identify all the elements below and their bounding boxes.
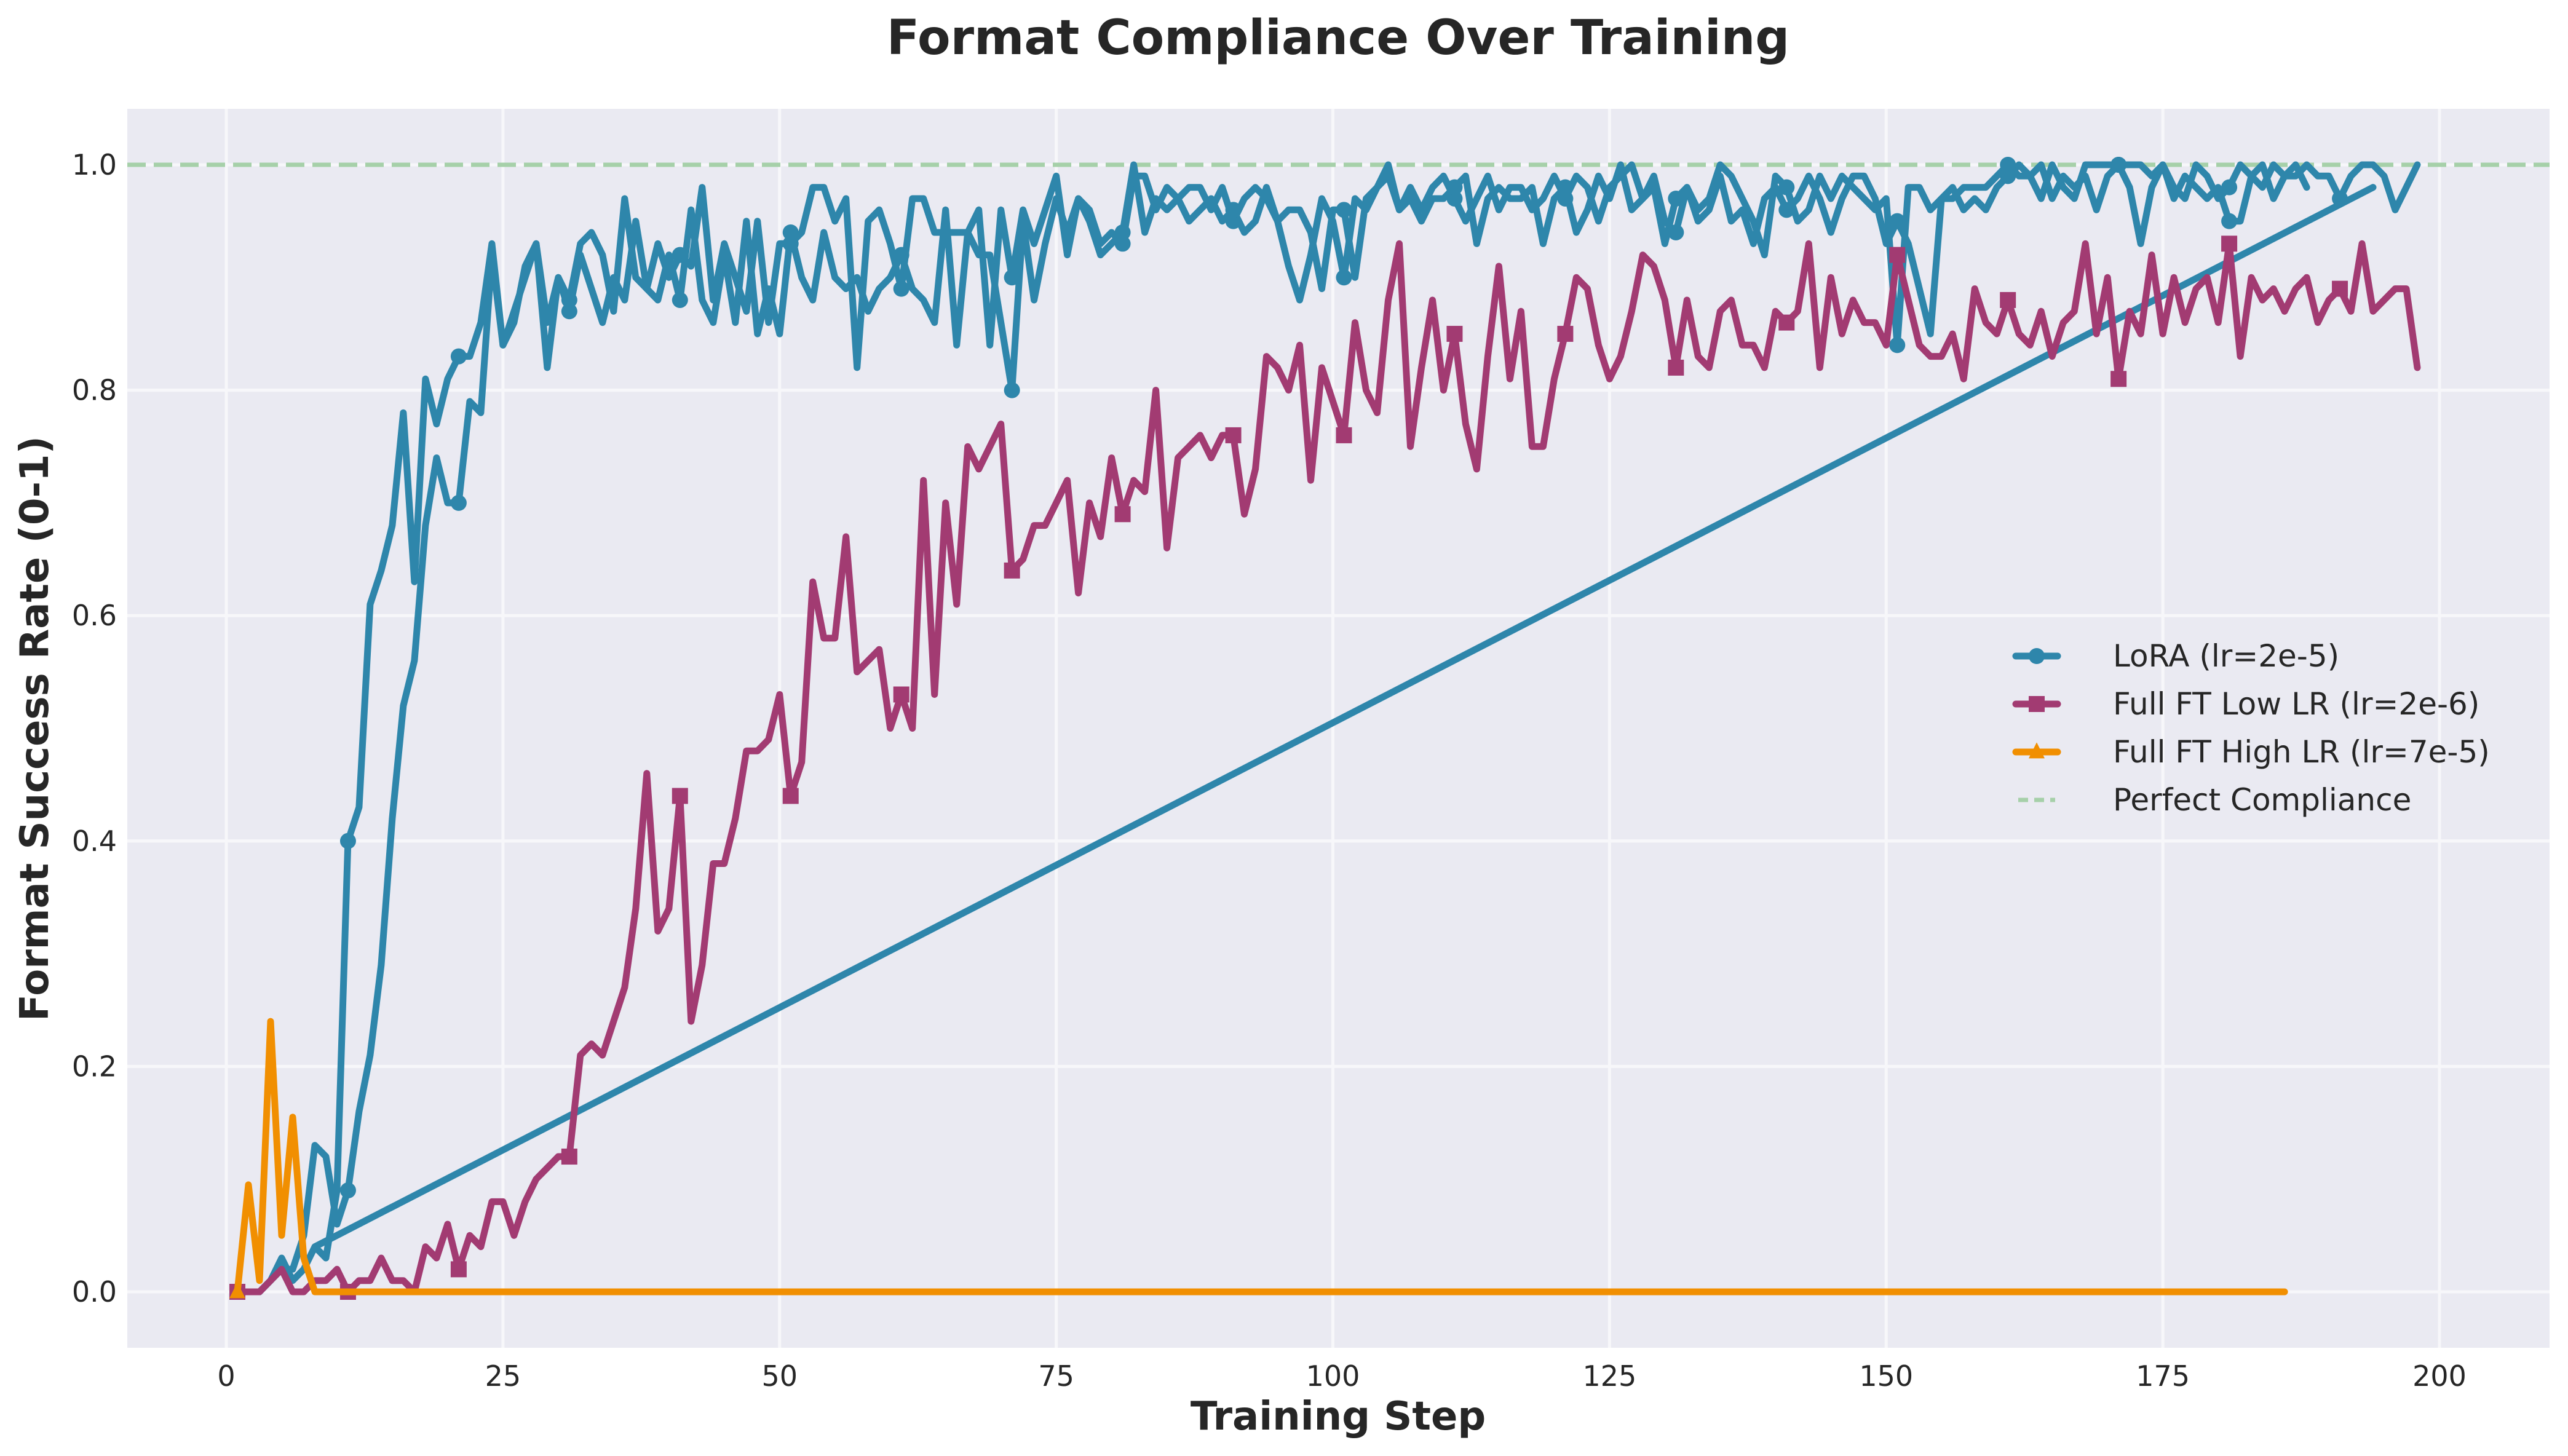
legend-label: LoRA (lr=2e-5) — [2113, 638, 2339, 674]
triangle-marker-icon — [229, 1282, 245, 1299]
circle-marker-icon — [1446, 179, 1463, 196]
x-tick-label: 75 — [1038, 1359, 1074, 1393]
legend-item: LoRA (lr=2e-5) — [2012, 638, 2339, 674]
x-tick-label: 25 — [485, 1359, 521, 1393]
circle-marker-icon — [782, 224, 799, 240]
circle-marker-icon — [1336, 202, 1352, 218]
circle-marker-icon — [1557, 179, 1574, 196]
x-tick-label: 150 — [1859, 1359, 1913, 1393]
square-marker-icon — [1778, 314, 1795, 331]
series-line — [234, 161, 2421, 1296]
circle-marker-icon — [2221, 179, 2238, 196]
square-marker-icon — [2332, 280, 2348, 297]
y-tick-label: 0.6 — [72, 599, 117, 632]
y-tick-label: 0.0 — [72, 1275, 117, 1308]
square-marker-icon — [2029, 696, 2045, 712]
series-line — [234, 240, 2421, 1296]
x-axis-label: Training Step — [1191, 1394, 1486, 1439]
circle-marker-icon — [1114, 224, 1131, 240]
square-marker-icon — [450, 1261, 467, 1278]
circle-marker-icon — [339, 833, 356, 849]
circle-marker-icon — [561, 303, 577, 320]
square-marker-icon — [1446, 325, 1463, 342]
circle-marker-icon — [2332, 0, 2348, 8]
x-tick-label: 100 — [1306, 1359, 1360, 1393]
y-tick-label: 1.0 — [72, 148, 117, 181]
triangle-marker-icon — [2029, 742, 2045, 759]
circle-marker-icon — [2110, 157, 2127, 173]
series-line — [311, 184, 2377, 1251]
square-marker-icon — [561, 1149, 577, 1165]
y-tick-label: 0.8 — [72, 374, 117, 407]
x-tick-label: 175 — [2136, 1359, 2190, 1393]
x-axis-ticks: 0 25 50 75 100 125 150 175 200 — [217, 1359, 2467, 1393]
legend-label: Full FT Low LR (lr=2e-6) — [2113, 686, 2479, 722]
square-marker-icon — [1114, 506, 1131, 523]
circle-marker-icon — [2000, 157, 2016, 173]
circle-marker-icon — [1889, 337, 1906, 354]
circle-marker-icon — [1225, 202, 1242, 218]
y-tick-label: 0.4 — [72, 825, 117, 858]
x-tick-label: 200 — [2412, 1359, 2467, 1393]
legend-item: Full FT High LR (lr=7e-5) — [2012, 734, 2490, 770]
square-marker-icon — [2110, 371, 2127, 387]
legend-label: Full FT High LR (lr=7e-5) — [2113, 734, 2490, 770]
y-axis-label: Format Success Rate (0-1) — [12, 436, 58, 1021]
circle-marker-icon — [1668, 224, 1684, 240]
legend-label: Perfect Compliance — [2113, 782, 2411, 818]
square-marker-icon — [1336, 427, 1352, 443]
series-1 — [229, 235, 2421, 1300]
circle-marker-icon — [339, 1182, 356, 1199]
square-marker-icon — [1004, 562, 1020, 579]
circle-marker-icon — [893, 247, 910, 263]
series-layer — [229, 0, 2421, 1300]
circle-marker-icon — [2029, 648, 2045, 664]
circle-marker-icon — [1889, 213, 1906, 229]
series-line — [234, 1018, 2288, 1296]
y-tick-label: 0.2 — [72, 1050, 117, 1083]
square-marker-icon — [1557, 325, 1574, 342]
circle-marker-icon — [1778, 179, 1795, 196]
square-marker-icon — [2221, 235, 2238, 252]
circle-marker-icon — [450, 348, 467, 365]
x-tick-label: 50 — [761, 1359, 798, 1393]
series-2 — [229, 1018, 2288, 1299]
legend-item: Full FT Low LR (lr=2e-6) — [2012, 686, 2479, 722]
x-tick-label: 125 — [1582, 1359, 1636, 1393]
series-0 — [229, 0, 2421, 1300]
square-marker-icon — [1668, 359, 1684, 376]
square-marker-icon — [893, 686, 910, 703]
y-axis-ticks: 0.0 0.2 0.4 0.6 0.8 1.0 — [72, 148, 117, 1308]
square-marker-icon — [672, 788, 688, 804]
square-marker-icon — [782, 788, 799, 804]
circle-marker-icon — [893, 280, 910, 297]
circle-marker-icon — [450, 494, 467, 511]
circle-marker-icon — [1004, 382, 1020, 398]
legend-item: Perfect Compliance — [2018, 782, 2411, 818]
legend: LoRA (lr=2e-5) Full FT Low LR (lr=2e-6) Fu… — [2012, 638, 2490, 818]
square-marker-icon — [2000, 291, 2016, 308]
circle-marker-icon — [672, 291, 688, 308]
circle-marker-icon — [2221, 213, 2238, 229]
chart-title: Format Compliance Over Training — [887, 10, 1789, 66]
x-tick-label: 0 — [217, 1359, 235, 1393]
square-marker-icon — [1889, 247, 1906, 263]
square-marker-icon — [1225, 427, 1242, 443]
circle-marker-icon — [1336, 269, 1352, 286]
